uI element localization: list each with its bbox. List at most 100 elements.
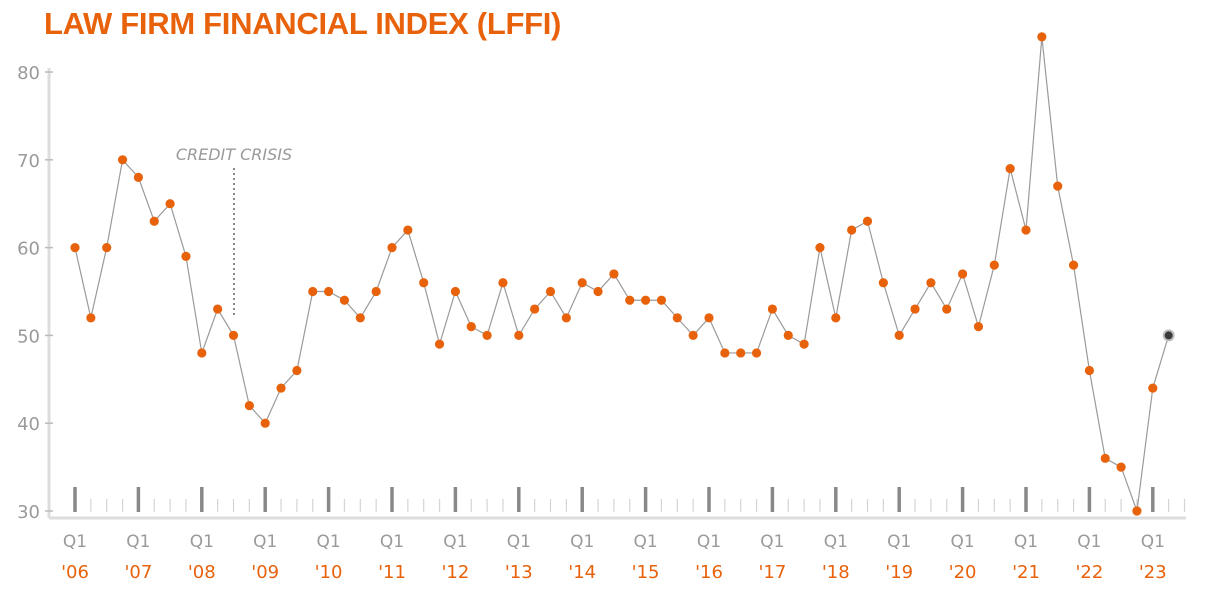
data-point <box>117 155 128 165</box>
data-point <box>831 313 841 323</box>
data-point <box>228 330 239 340</box>
chart-title: LAW FIRM FINANCIAL INDEX (LFFI) <box>44 6 562 41</box>
x-quarter-label: Q1 <box>697 532 721 552</box>
data-point <box>1021 225 1031 235</box>
data-point <box>625 295 635 305</box>
x-quarter-label: Q1 <box>570 532 594 552</box>
data-point <box>181 251 191 261</box>
data-point <box>514 330 524 340</box>
data-point <box>1116 462 1126 472</box>
data-point <box>815 243 825 253</box>
data-point <box>498 278 508 288</box>
data-point <box>102 243 112 253</box>
x-year-label: '23 <box>1139 562 1167 583</box>
x-quarter-label: Q1 <box>760 532 784 552</box>
data-point <box>403 225 413 235</box>
data-point <box>862 216 873 226</box>
data-point <box>577 278 587 288</box>
data-point <box>958 269 968 279</box>
data-point <box>70 243 80 253</box>
data-point <box>609 269 619 279</box>
x-quarter-label: Q1 <box>380 532 404 552</box>
data-point <box>324 286 334 297</box>
x-quarter-label: Q1 <box>190 532 214 552</box>
data-point <box>1068 260 1079 270</box>
data-point <box>942 304 952 314</box>
data-point <box>149 216 159 226</box>
data-point <box>688 330 698 340</box>
x-year-label: '15 <box>632 562 660 583</box>
data-point <box>387 243 397 253</box>
data-point <box>672 313 682 323</box>
x-year-label: '06 <box>61 562 89 583</box>
y-tick-label: 30 <box>17 502 40 523</box>
x-quarter-label: Q1 <box>1077 532 1101 552</box>
x-year-label: '11 <box>378 562 406 583</box>
data-point-latest <box>1162 329 1175 342</box>
data-point <box>720 348 730 358</box>
x-year-label: '13 <box>505 562 533 583</box>
data-point <box>339 295 350 305</box>
y-tick-label: 80 <box>17 63 40 84</box>
data-point <box>894 330 904 340</box>
x-quarter-label: Q1 <box>1014 532 1038 552</box>
x-quarter-label: Q1 <box>253 532 277 552</box>
data-point <box>419 278 429 288</box>
data-point <box>1084 365 1094 376</box>
x-year-label: '12 <box>441 562 469 583</box>
x-year-label: '08 <box>188 562 216 583</box>
x-quarter-label: Q1 <box>443 532 467 552</box>
y-tick-label: 60 <box>17 239 40 260</box>
x-year-label: '20 <box>949 562 977 583</box>
x-year-label: '18 <box>822 562 850 583</box>
x-quarter-label: Q1 <box>887 532 911 552</box>
data-point <box>86 313 96 323</box>
x-year-label: '17 <box>758 562 786 583</box>
data-point <box>371 286 381 297</box>
data-point <box>1037 32 1047 42</box>
x-year-label: '22 <box>1075 562 1103 583</box>
x-year-label: '16 <box>695 562 723 583</box>
x-quarter-label: Q1 <box>1141 532 1165 552</box>
data-point <box>466 322 476 332</box>
data-point <box>482 330 492 340</box>
data-point <box>799 339 809 349</box>
data-point <box>561 313 571 323</box>
y-tick-label: 70 <box>17 151 40 172</box>
data-point <box>736 348 746 358</box>
x-quarter-label: Q1 <box>126 532 150 552</box>
data-point <box>1148 383 1158 393</box>
y-tick-label: 50 <box>17 326 40 347</box>
x-quarter-label: Q1 <box>633 532 657 552</box>
data-point <box>1100 453 1110 463</box>
data-point <box>1053 181 1063 191</box>
data-point <box>973 322 984 332</box>
x-quarter-label: Q1 <box>824 532 848 552</box>
data-point <box>989 260 999 270</box>
data-point <box>545 286 556 297</box>
data-point <box>878 278 888 288</box>
data-point <box>165 199 175 209</box>
x-year-label: '07 <box>124 562 152 583</box>
x-year-label: '09 <box>251 562 279 583</box>
x-year-label: '14 <box>568 562 596 583</box>
data-point <box>910 304 920 314</box>
data-point <box>197 348 207 358</box>
data-point <box>133 172 143 182</box>
data-point <box>276 383 286 393</box>
data-point <box>292 365 302 376</box>
x-quarter-label: Q1 <box>950 532 974 552</box>
data-point <box>847 225 857 235</box>
data-point <box>260 418 270 428</box>
annotation-label: CREDIT CRISIS <box>176 145 292 164</box>
x-quarter-label: Q1 <box>63 532 87 552</box>
data-point <box>783 330 793 340</box>
x-quarter-label: Q1 <box>316 532 340 552</box>
x-year-label: '19 <box>885 562 913 583</box>
data-point <box>244 401 254 411</box>
data-point <box>450 286 460 297</box>
data-point <box>641 295 651 305</box>
x-quarter-label: Q1 <box>507 532 531 552</box>
data-point <box>530 304 540 314</box>
